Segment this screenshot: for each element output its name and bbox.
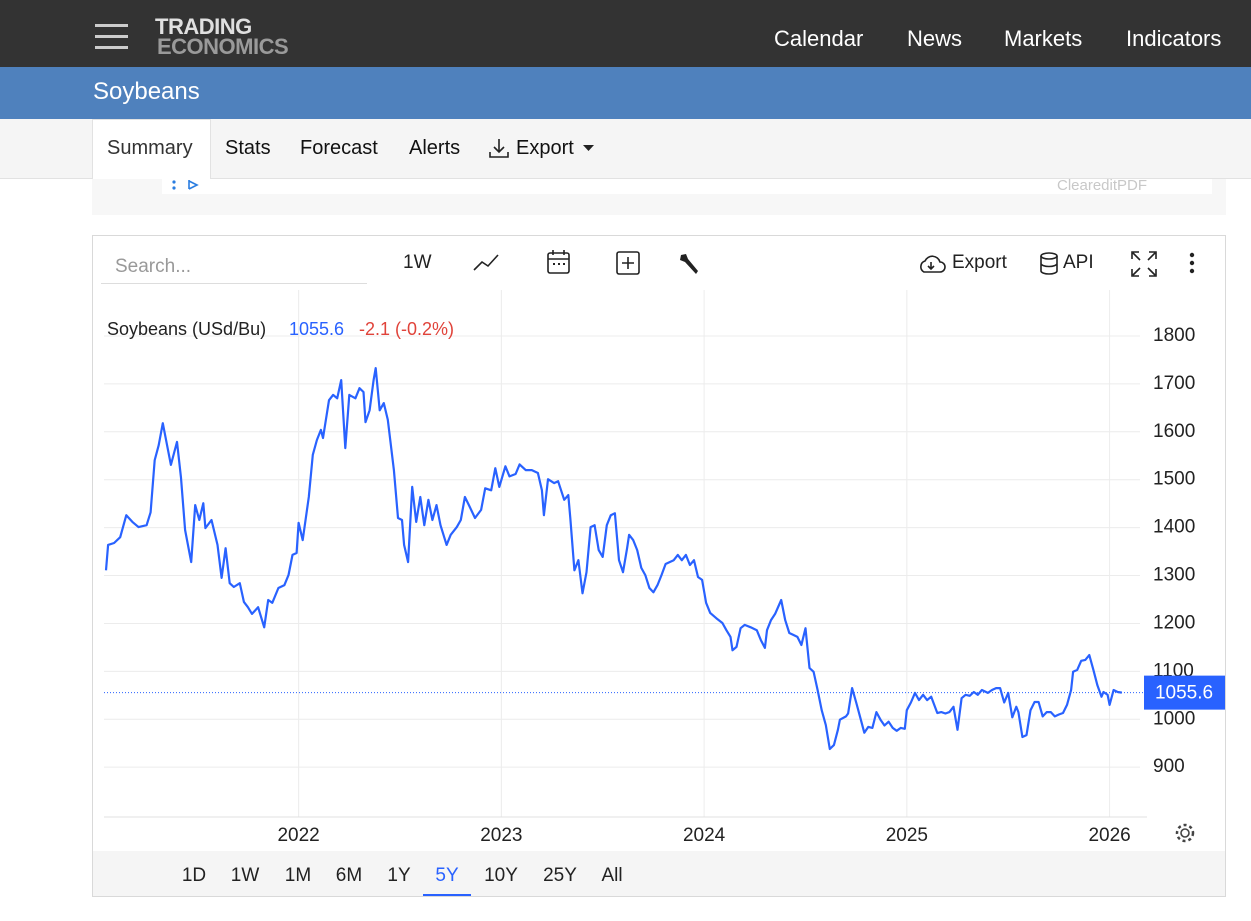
x-tick-label: 2026 (1088, 825, 1130, 846)
y-tick-label: 1300 (1153, 565, 1195, 586)
tab[interactable]: Export (516, 137, 574, 159)
y-tick-label: 900 (1153, 756, 1185, 777)
tab[interactable]: Alerts (409, 137, 461, 159)
settings-wrench-icon[interactable] (677, 251, 703, 277)
caret (583, 145, 594, 151)
range-bar (93, 851, 1225, 896)
y-tick-label: 1800 (1153, 325, 1195, 346)
y-tick-label: 1400 (1153, 517, 1195, 538)
active-tab (92, 119, 211, 180)
logo-top[interactable]: TRADING (155, 14, 252, 39)
chart-type-icon[interactable] (472, 250, 502, 274)
range-button[interactable]: 1D (181, 865, 207, 886)
top-bar (0, 0, 1251, 67)
y-tick-label: 1500 (1153, 469, 1195, 490)
last-price-label: 1055.6 (1155, 683, 1213, 704)
tab[interactable]: Stats (225, 137, 271, 159)
y-tick-label: 1000 (1153, 708, 1195, 729)
legend-change: -2.1 (-0.2%) (359, 319, 454, 339)
search-placeholder: Search... (115, 256, 192, 277)
calendar-icon[interactable] (546, 249, 572, 275)
range-button[interactable]: 6M (335, 865, 363, 886)
legend-name: Soybeans (USd/Bu) (107, 319, 266, 339)
range-button[interactable]: 1M (284, 865, 312, 886)
y-tick-label: 1700 (1153, 373, 1195, 394)
search-box[interactable] (101, 248, 367, 284)
page-title: Soybeans (93, 78, 200, 105)
price-line (104, 367, 1122, 751)
logo-bottom[interactable]: ECONOMICS (157, 34, 289, 59)
fullscreen-icon[interactable] (1130, 250, 1158, 278)
x-tick-label: 2025 (886, 825, 928, 846)
more-icon[interactable] (1186, 252, 1198, 276)
range-button[interactable]: 25Y (543, 865, 577, 886)
x-tick-label: 2022 (277, 825, 319, 846)
range-button[interactable]: 1Y (387, 865, 411, 886)
interval-button[interactable]: 1W (403, 252, 432, 273)
ad-icon (172, 180, 199, 190)
legend-value: 1055.6 (289, 319, 344, 339)
ad-text: CleareditPDF (1057, 177, 1148, 194)
y-tick-label: 1600 (1153, 421, 1195, 442)
active-range-underline (423, 894, 471, 896)
ad-frame (162, 179, 1212, 194)
api-button[interactable]: API (1063, 252, 1094, 273)
x-tick-label: 2024 (683, 825, 726, 846)
tab[interactable]: Forecast (300, 137, 378, 159)
nav-link[interactable]: Markets (1004, 26, 1083, 51)
range-button[interactable]: 5Y (435, 865, 459, 886)
nav-link[interactable]: Calendar (774, 26, 864, 51)
chart-container (92, 235, 1226, 897)
range-button[interactable]: 1W (230, 865, 260, 886)
y-tick-label: 1200 (1153, 612, 1195, 633)
export-button[interactable]: Export (952, 252, 1007, 273)
title-bar (0, 67, 1251, 119)
gear-icon[interactable] (1174, 822, 1196, 844)
nav-link[interactable]: News (907, 26, 963, 51)
range-button[interactable]: 10Y (484, 865, 518, 886)
cloud-export-icon[interactable] (916, 252, 948, 276)
tab[interactable]: Summary (107, 137, 193, 159)
x-tick-label: 2023 (480, 825, 522, 846)
compare-icon[interactable] (615, 250, 641, 276)
nav-link[interactable]: Indicators (1126, 26, 1222, 51)
last-price-tag (1144, 675, 1225, 710)
range-button[interactable]: All (601, 865, 623, 886)
export-icon[interactable] (488, 137, 512, 161)
menu-icon[interactable] (95, 24, 129, 50)
api-icon[interactable] (1039, 251, 1061, 277)
